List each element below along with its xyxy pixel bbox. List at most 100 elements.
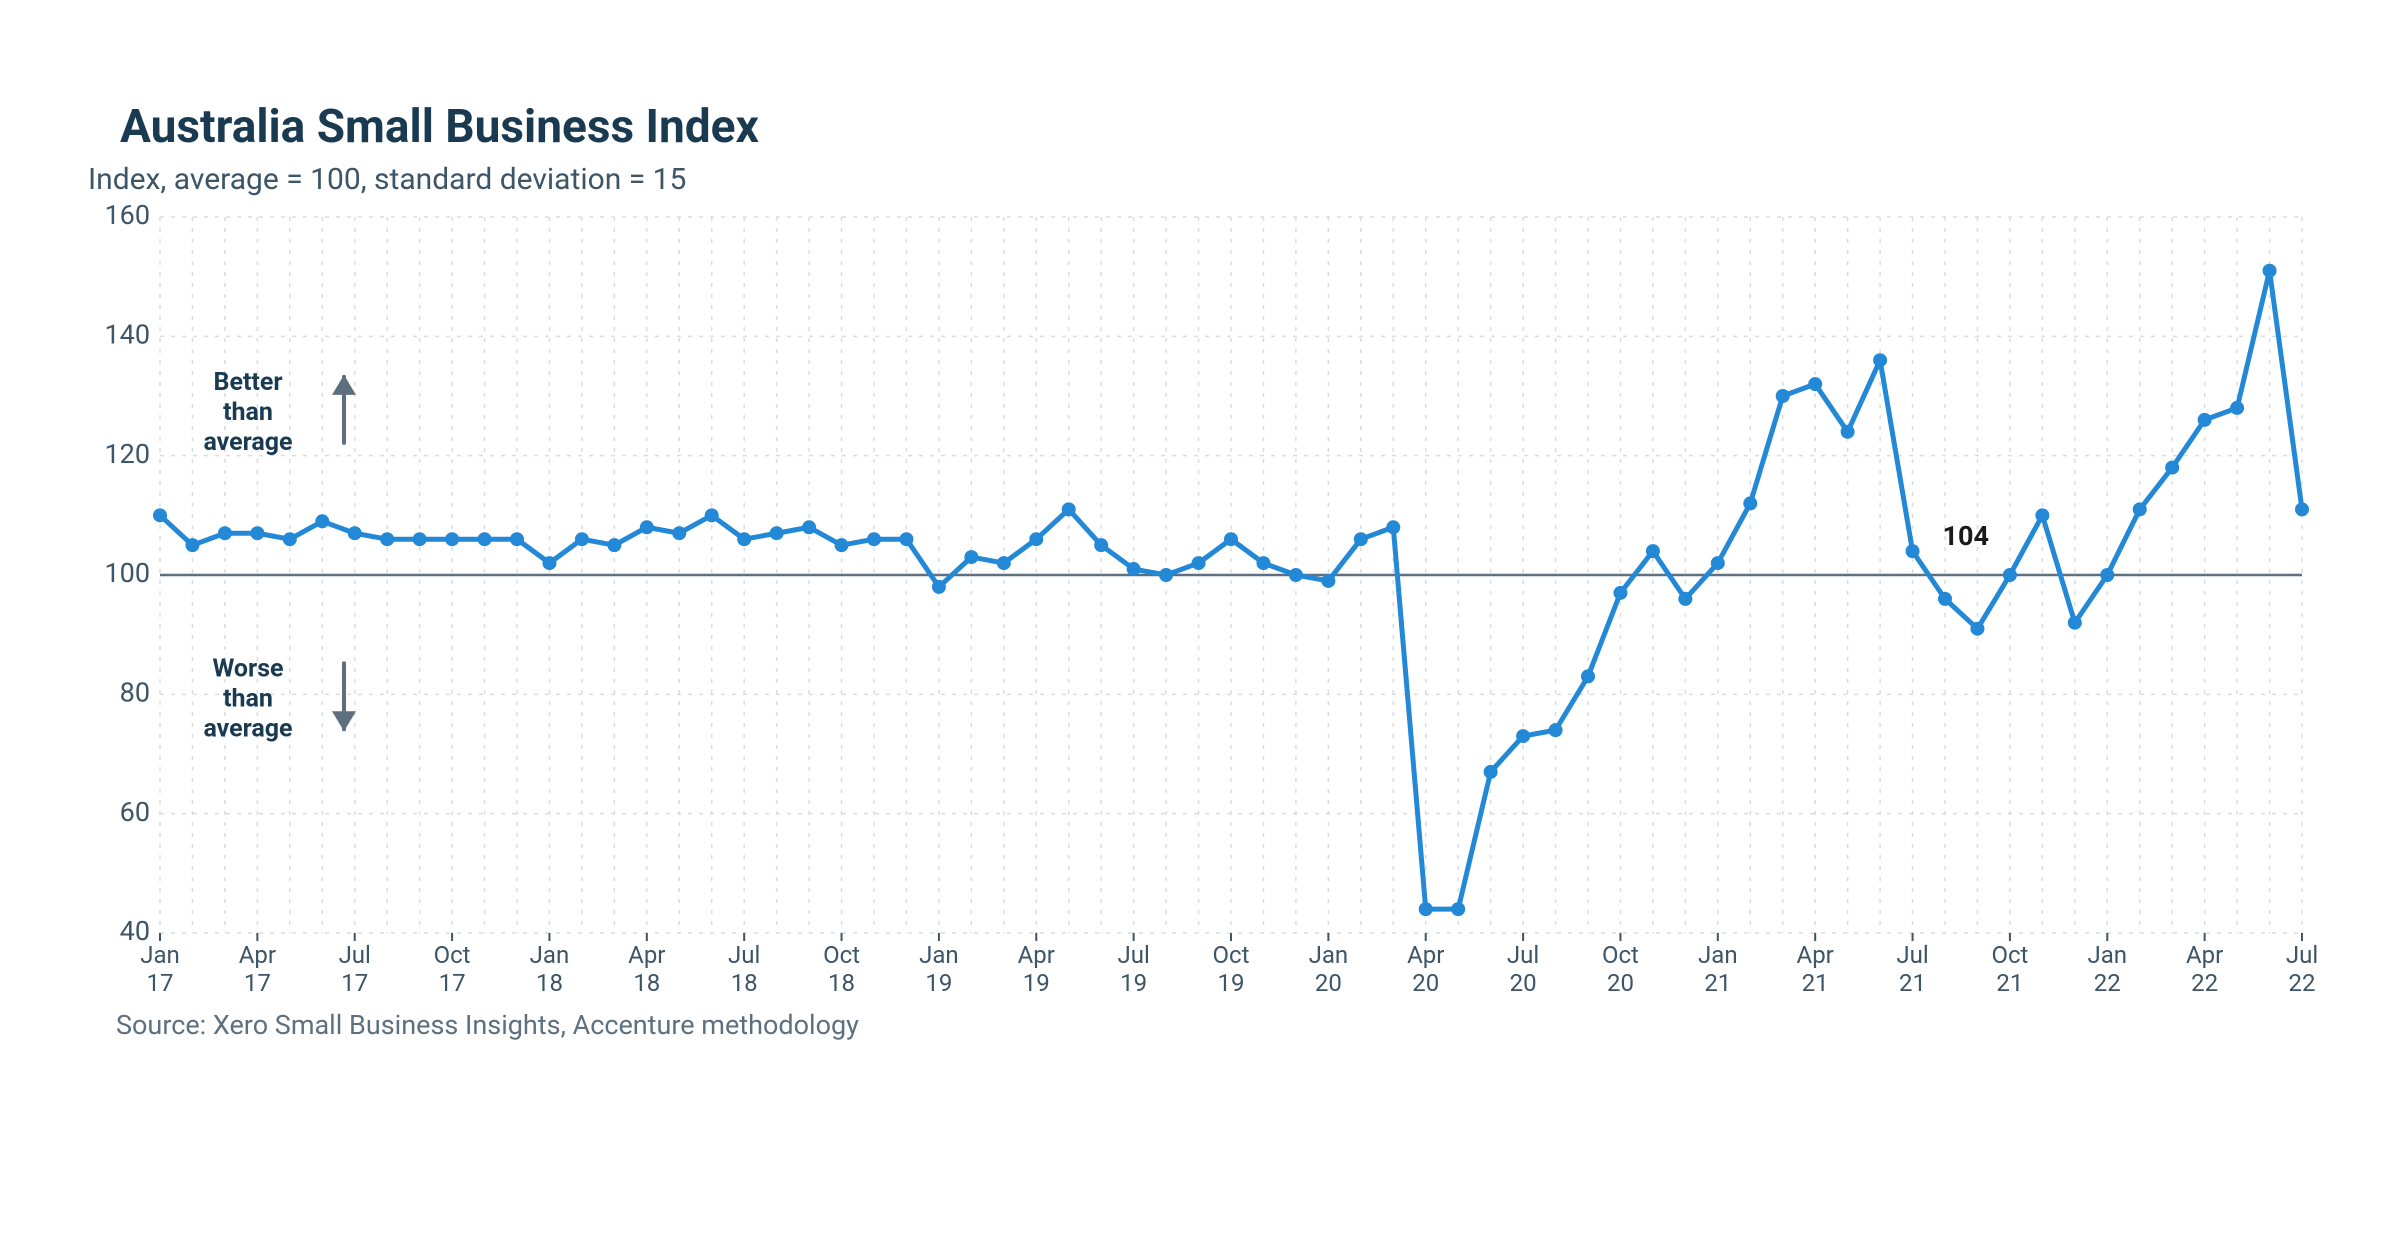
data-label: 111 (2316, 522, 2318, 554)
series-point (1289, 568, 1303, 582)
x-tick-month: Jul (339, 941, 371, 969)
series-point (607, 538, 621, 552)
x-tick-month: Oct (434, 941, 471, 969)
series-point (1646, 544, 1660, 558)
chart-source: Source: Xero Small Business Insights, Ac… (116, 1009, 2320, 1041)
series-point (542, 556, 556, 570)
x-tick-month: Oct (823, 941, 860, 969)
x-tick-year: 17 (341, 969, 368, 997)
chart-container: Australia Small Business Index Index, av… (0, 0, 2400, 1255)
x-tick-year: 18 (731, 969, 758, 997)
series-point (315, 514, 329, 528)
x-tick-year: 19 (1120, 969, 1147, 997)
series-point (1970, 622, 1984, 636)
x-tick-year: 18 (536, 969, 563, 997)
arrow-up-icon (332, 375, 356, 395)
x-tick-year: 19 (1218, 969, 1245, 997)
series-point (445, 532, 459, 546)
x-tick-year: 21 (1996, 969, 2023, 997)
series-point (1808, 377, 1822, 391)
x-tick-year: 17 (147, 969, 174, 997)
x-tick-month: Jan (2087, 941, 2127, 969)
series-point (2230, 401, 2244, 415)
series-point (218, 526, 232, 540)
series-point (1516, 729, 1530, 743)
series-point (153, 508, 167, 522)
x-tick-month: Jul (1896, 941, 1928, 969)
series-point (1743, 496, 1757, 510)
x-tick-year: 19 (1023, 969, 1050, 997)
x-tick-month: Jul (728, 941, 760, 969)
series-point (1062, 502, 1076, 516)
series-point (2198, 413, 2212, 427)
x-tick-year: 20 (1412, 969, 1439, 997)
series-point (413, 532, 427, 546)
series-point (1192, 556, 1206, 570)
x-tick-month: Jul (1117, 941, 1149, 969)
y-tick-label: 60 (120, 796, 150, 828)
x-tick-year: 22 (2191, 969, 2218, 997)
series-point (867, 532, 881, 546)
series-point (1354, 532, 1368, 546)
series-point (1451, 902, 1465, 916)
series-point (1386, 520, 1400, 534)
x-tick-year: 21 (1704, 969, 1731, 997)
series-point (1419, 902, 1433, 916)
x-tick-month: Jan (140, 941, 180, 969)
x-tick-year: 21 (1802, 969, 1829, 997)
x-tick-month: Apr (239, 941, 276, 969)
chart-subtitle: Index, average = 100, standard deviation… (88, 162, 2320, 197)
series-point (2068, 616, 2082, 630)
series-point (478, 532, 492, 546)
x-tick-month: Apr (628, 941, 665, 969)
series-point (640, 520, 654, 534)
chart-plot-area: 406080100120140160Jan17Apr17Jul17Oct17Ja… (88, 201, 2320, 1001)
x-tick-month: Oct (1991, 941, 2028, 969)
series-point (802, 520, 816, 534)
y-tick-label: 160 (104, 201, 150, 231)
data-label: 104 (1943, 520, 1989, 552)
x-tick-month: Jan (1698, 941, 1738, 969)
series-point (2165, 461, 2179, 475)
series-point (932, 580, 946, 594)
series-point (1581, 669, 1595, 683)
x-tick-year: 20 (1607, 969, 1634, 997)
series-point (1841, 425, 1855, 439)
series-point (1678, 592, 1692, 606)
series-point (1549, 723, 1563, 737)
annotation-text: Worse (212, 654, 283, 683)
x-tick-year: 20 (1510, 969, 1537, 997)
x-tick-month: Apr (2186, 941, 2223, 969)
series-point (1224, 532, 1238, 546)
x-tick-month: Oct (1602, 941, 1639, 969)
series-point (2003, 568, 2017, 582)
y-tick-label: 80 (120, 676, 150, 708)
series-point (964, 550, 978, 564)
x-tick-month: Jul (2286, 941, 2318, 969)
x-tick-year: 18 (633, 969, 660, 997)
series-point (250, 526, 264, 540)
series-point (1873, 353, 1887, 367)
series-point (2100, 568, 2114, 582)
x-tick-year: 20 (1315, 969, 1342, 997)
annotation-text: Better (213, 368, 282, 397)
series-point (1159, 568, 1173, 582)
series-point (2263, 264, 2277, 278)
series-point (1484, 765, 1498, 779)
annotation-text: average (203, 714, 292, 743)
y-tick-label: 140 (104, 318, 150, 350)
x-tick-month: Apr (1797, 941, 1834, 969)
series-point (2295, 502, 2309, 516)
x-tick-year: 19 (925, 969, 952, 997)
series-point (1029, 532, 1043, 546)
x-tick-year: 18 (828, 969, 855, 997)
series-point (575, 532, 589, 546)
x-tick-month: Apr (1407, 941, 1444, 969)
series-point (1906, 544, 1920, 558)
y-tick-label: 100 (104, 557, 150, 589)
series-point (835, 538, 849, 552)
series-point (672, 526, 686, 540)
series-point (1711, 556, 1725, 570)
x-tick-month: Jan (919, 941, 959, 969)
x-tick-month: Jul (1507, 941, 1539, 969)
